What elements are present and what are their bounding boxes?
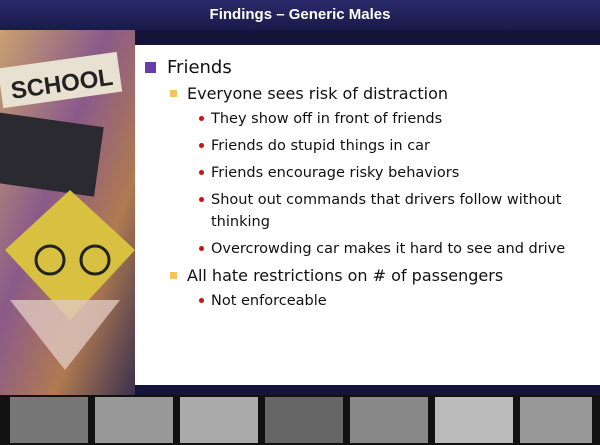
- bullet-text: They show off in front of friends: [211, 111, 443, 127]
- bullet-item: Friends encourage risky behaviors: [199, 162, 586, 184]
- bullet-text: Shout out commands that drivers follow w…: [211, 192, 562, 230]
- bullet-marker: [199, 197, 204, 202]
- bullet-marker: [170, 90, 177, 97]
- bullet-item: All hate restrictions on # of passengers…: [170, 266, 600, 312]
- bullet-marker: [199, 143, 204, 148]
- bullet-item: Friends Everyone sees risk of distraction…: [145, 57, 600, 312]
- bullet-text: All hate restrictions on # of passengers: [187, 266, 504, 285]
- content: Friends Everyone sees risk of distraction…: [135, 45, 600, 385]
- bullet-text: Everyone sees risk of distraction: [187, 84, 449, 103]
- bullet-marker: [170, 272, 177, 279]
- bullet-text: Friends do stupid things in car: [211, 138, 431, 154]
- slide-title: Findings – Generic Males: [0, 0, 600, 30]
- bullet-text: Friends encourage risky behaviors: [211, 165, 460, 181]
- bullet-text: Friends: [167, 57, 232, 78]
- bullet-marker: [199, 298, 204, 303]
- bullet-item: They show off in front of friends: [199, 108, 586, 130]
- bullet-text: Not enforceable: [211, 293, 327, 309]
- bullet-marker: [145, 62, 156, 73]
- bullet-item: Everyone sees risk of distraction They sh…: [170, 84, 600, 260]
- bullet-text: Overcrowding car makes it hard to see an…: [211, 241, 566, 257]
- photo-strip: [0, 395, 600, 445]
- bullet-item: Overcrowding car makes it hard to see an…: [199, 238, 586, 260]
- side-photo: SCHOOL: [0, 30, 135, 395]
- bullet-marker: [199, 170, 204, 175]
- bullet-marker: [199, 246, 204, 251]
- bullet-item: Friends do stupid things in car: [199, 135, 586, 157]
- bullet-item: Not enforceable: [199, 290, 586, 312]
- bullet-marker: [199, 116, 204, 121]
- bullet-item: Shout out commands that drivers follow w…: [199, 189, 586, 233]
